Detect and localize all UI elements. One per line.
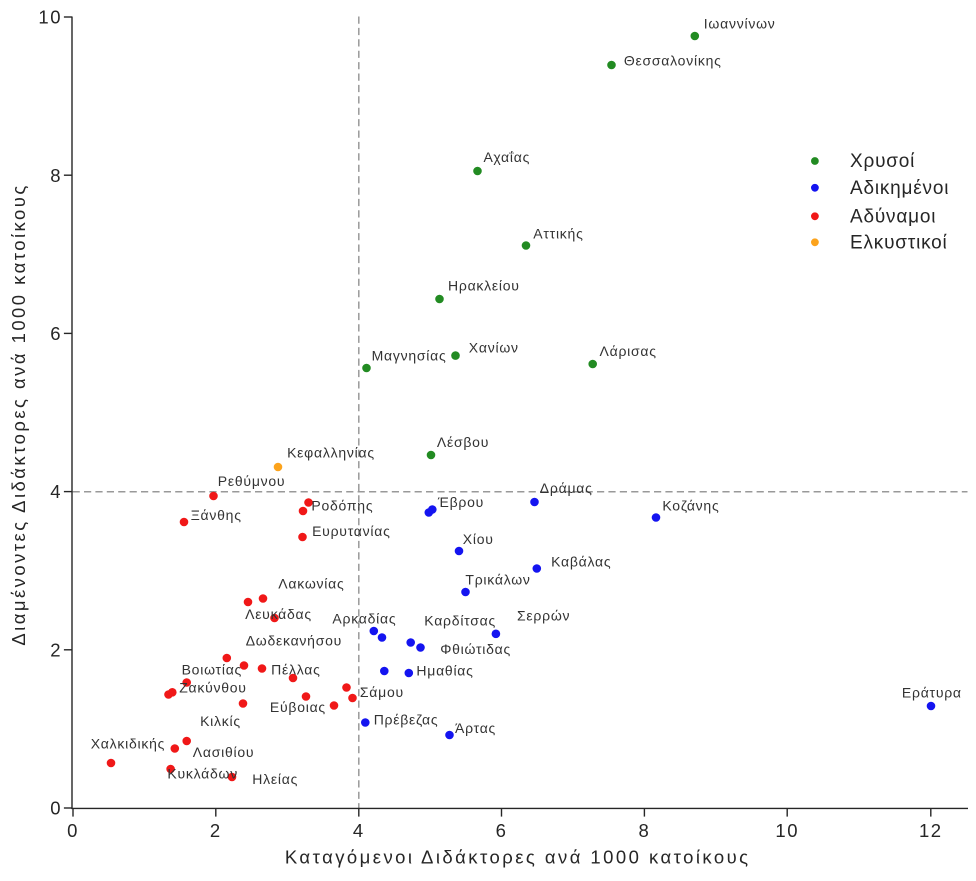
svg-text:Χαλκιδικής: Χαλκιδικής xyxy=(91,735,165,751)
svg-text:Χρυσοί: Χρυσοί xyxy=(850,151,915,172)
svg-text:Λάρισας: Λάρισας xyxy=(600,343,657,359)
svg-text:Εύβοιας: Εύβοιας xyxy=(270,699,326,715)
svg-text:Αχαΐας: Αχαΐας xyxy=(484,149,531,165)
svg-text:6: 6 xyxy=(50,323,62,344)
svg-text:0: 0 xyxy=(50,798,62,819)
svg-text:Ξάνθης: Ξάνθης xyxy=(191,507,242,523)
svg-text:Δωδεκανήσου: Δωδεκανήσου xyxy=(246,632,342,648)
svg-text:Αδικημένοι: Αδικημένοι xyxy=(850,178,949,199)
svg-text:Λευκάδας: Λευκάδας xyxy=(245,606,312,622)
svg-text:Σερρών: Σερρών xyxy=(517,608,570,624)
svg-text:Χίου: Χίου xyxy=(463,531,494,547)
svg-text:Μαγνησίας: Μαγνησίας xyxy=(372,347,447,363)
svg-text:Χανίων: Χανίων xyxy=(469,340,519,356)
svg-text:Ιωαννίνων: Ιωαννίνων xyxy=(704,16,776,32)
svg-text:Θεσσαλονίκης: Θεσσαλονίκης xyxy=(624,52,722,68)
svg-text:Ρεθύμνου: Ρεθύμνου xyxy=(218,473,286,489)
svg-text:Ηλείας: Ηλείας xyxy=(252,771,298,787)
svg-text:Δράμας: Δράμας xyxy=(540,480,593,496)
svg-text:Βοιωτίας: Βοιωτίας xyxy=(182,662,242,678)
svg-text:Αδύναμοι: Αδύναμοι xyxy=(850,207,936,228)
svg-text:2: 2 xyxy=(210,820,222,841)
svg-text:6: 6 xyxy=(496,820,508,841)
svg-text:Ροδόπης: Ροδόπης xyxy=(311,498,373,514)
svg-text:Κοζάνης: Κοζάνης xyxy=(662,498,719,514)
svg-text:Κιλκίς: Κιλκίς xyxy=(200,713,241,729)
svg-text:Αττικής: Αττικής xyxy=(533,226,583,242)
svg-text:Πέλλας: Πέλλας xyxy=(271,662,320,678)
svg-text:Ημαθίας: Ημαθίας xyxy=(416,663,473,679)
svg-text:Λακωνίας: Λακωνίας xyxy=(278,576,344,592)
svg-text:Κεφαλληνίας: Κεφαλληνίας xyxy=(287,445,375,461)
svg-text:Πρέβεζας: Πρέβεζας xyxy=(374,712,439,728)
svg-text:Καρδίτσας: Καρδίτσας xyxy=(424,613,496,629)
svg-text:Ελκυστικοί: Ελκυστικοί xyxy=(850,233,948,254)
svg-text:0: 0 xyxy=(67,820,79,841)
svg-text:Καταγόμενοι Διδάκτορες ανά 100: Καταγόμενοι Διδάκτορες ανά 1000 κατοίκου… xyxy=(285,847,751,868)
svg-text:8: 8 xyxy=(50,165,62,186)
svg-text:4: 4 xyxy=(353,820,365,841)
svg-text:8: 8 xyxy=(639,820,651,841)
svg-text:Φθιώτιδας: Φθιώτιδας xyxy=(440,641,511,657)
svg-text:10: 10 xyxy=(38,7,62,28)
svg-text:Έβρου: Έβρου xyxy=(437,494,484,510)
svg-text:4: 4 xyxy=(50,481,62,502)
svg-text:Ηρακλείου: Ηρακλείου xyxy=(448,277,520,293)
svg-text:Ζακύνθου: Ζακύνθου xyxy=(179,679,247,695)
svg-text:2: 2 xyxy=(50,639,62,660)
svg-text:Σάμου: Σάμου xyxy=(360,684,404,700)
svg-text:Διαμένοντες Διδάκτορες ανά 100: Διαμένοντες Διδάκτορες ανά 1000 κατοίκου… xyxy=(8,183,29,645)
svg-text:12: 12 xyxy=(919,820,943,841)
svg-text:Τρικάλων: Τρικάλων xyxy=(465,572,530,588)
svg-text:Εράτυρα: Εράτυρα xyxy=(902,684,962,700)
svg-text:Ευρυτανίας: Ευρυτανίας xyxy=(312,523,391,539)
svg-text:Αρκαδίας: Αρκαδίας xyxy=(332,611,396,627)
svg-text:Άρτας: Άρτας xyxy=(455,720,496,736)
svg-text:Λασιθίου: Λασιθίου xyxy=(193,744,255,760)
svg-text:Λέσβου: Λέσβου xyxy=(437,434,489,450)
svg-text:10: 10 xyxy=(775,820,799,841)
svg-text:Κυκλάδων: Κυκλάδων xyxy=(167,766,238,782)
svg-text:Καβάλας: Καβάλας xyxy=(551,554,611,570)
